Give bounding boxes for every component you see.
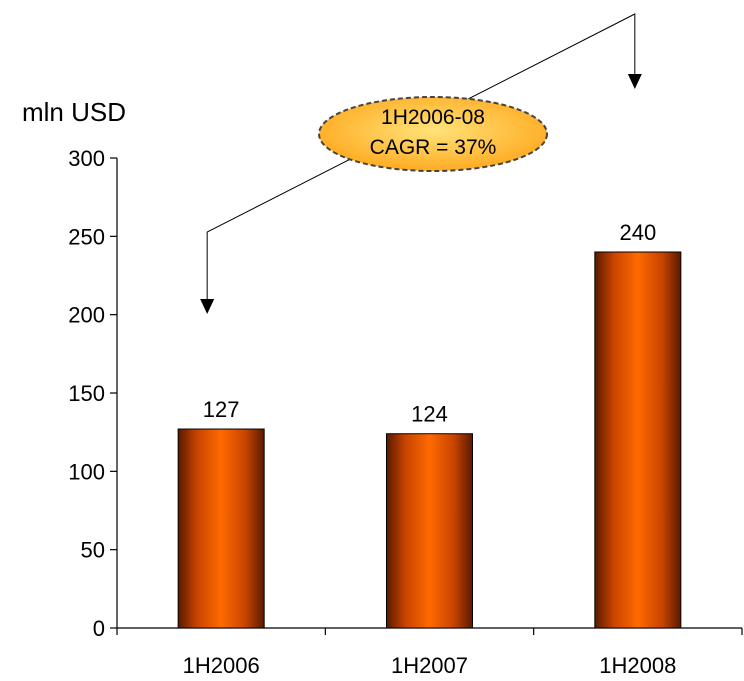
bar bbox=[386, 433, 473, 629]
bar-value-label: 127 bbox=[203, 397, 240, 422]
y-tick-label: 100 bbox=[68, 459, 105, 484]
down-arrow-icon bbox=[200, 299, 215, 315]
y-tick-label: 200 bbox=[68, 303, 105, 328]
x-axis: 1H2006 1H2007 1H2008 bbox=[116, 627, 743, 678]
bars: 127 124 240 bbox=[177, 220, 682, 629]
y-tick-label: 300 bbox=[68, 146, 105, 171]
y-axis-ticks: 0 50 100 150 200 250 300 bbox=[68, 146, 117, 641]
cagr-line-2: CAGR = 37% bbox=[370, 136, 497, 159]
cagr-annotation: 1H2006-08 CAGR = 37% bbox=[200, 13, 642, 315]
y-axis: 0 50 100 150 200 250 300 bbox=[68, 146, 118, 641]
cagr-line-1: 1H2006-08 bbox=[381, 106, 485, 129]
y-tick-label: 0 bbox=[93, 616, 105, 641]
y-tick-label: 50 bbox=[81, 538, 105, 563]
cagr-oval bbox=[318, 96, 548, 172]
x-axis-ticks: 1H2006 1H2007 1H2008 bbox=[116, 628, 743, 678]
y-tick-label: 150 bbox=[68, 381, 105, 406]
y-tick-label: 250 bbox=[68, 224, 105, 249]
y-axis-unit-label: mln USD bbox=[22, 97, 126, 127]
bar-value-label: 124 bbox=[411, 402, 448, 427]
x-tick-label: 1H2007 bbox=[391, 653, 468, 678]
x-tick-label: 1H2006 bbox=[183, 653, 260, 678]
bar bbox=[177, 428, 265, 629]
down-arrow-icon bbox=[627, 74, 642, 89]
x-tick-label: 1H2008 bbox=[599, 653, 676, 678]
bar-value-label: 240 bbox=[619, 220, 656, 245]
bar bbox=[594, 251, 682, 629]
